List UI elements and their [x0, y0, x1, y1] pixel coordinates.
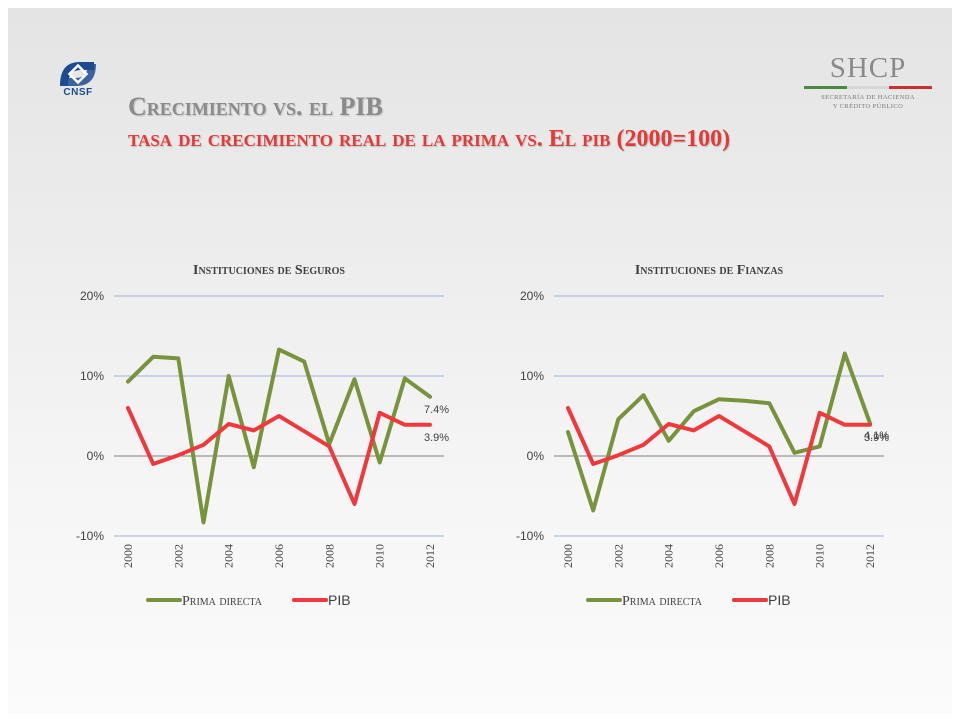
shcp-name: SHCP: [829, 52, 907, 84]
y-tick-label: 20%: [520, 289, 544, 303]
legend-label: PIB: [328, 592, 351, 608]
data-label: 3.9%: [864, 432, 889, 444]
x-tick-label: 2000: [561, 544, 575, 568]
page-title: Crecimiento vs. el PIB: [128, 92, 383, 121]
x-tick-label: 2002: [171, 544, 185, 568]
cnsf-logo-icon: [60, 62, 96, 86]
shcp-subtitle-1: SECRETARÍA DE HACIENDA: [821, 94, 915, 101]
page-subtitle: tasa de crecimiento real de la prima vs.…: [128, 126, 731, 152]
y-tick-label: 10%: [520, 369, 544, 383]
x-tick-label: 2010: [813, 544, 827, 568]
y-tick-label: -10%: [516, 529, 544, 543]
shcp-bar-green: [804, 86, 847, 89]
legend-label: PIB: [768, 592, 791, 608]
y-tick-label: 10%: [80, 369, 104, 383]
x-tick-label: 2006: [712, 544, 726, 568]
slide: CNSF SHCP SECRETARÍA DE HACIENDA Y CRÉDI…: [8, 8, 952, 714]
data-label: 7.4%: [424, 404, 449, 416]
chart-seguros-svg: Instituciones de Seguros 20% 10% 0% -10% 2000…: [76, 263, 449, 609]
x-tick-label: 2004: [222, 544, 236, 568]
series-line-pib: [126, 406, 432, 506]
shcp-bar-red: [889, 86, 933, 89]
chart-seguros: Instituciones de Seguros 20% 10% 0% -10% 2000…: [38, 248, 458, 628]
x-tick-label: 2006: [272, 544, 286, 568]
series-line-prima: [126, 347, 432, 525]
legend-label: Prima directa: [622, 594, 703, 609]
shcp-tricolor-bar: [804, 86, 933, 89]
x-tick-label: 2002: [611, 544, 625, 568]
x-tick-label: 2004: [662, 544, 676, 568]
shcp-subtitle-2: Y CRÉDITO PÚBLICO: [832, 103, 904, 110]
y-tick-label: 20%: [80, 289, 104, 303]
chart-title: Instituciones de Seguros: [193, 263, 345, 278]
y-tick-label: -10%: [76, 529, 104, 543]
series-line-pib: [566, 406, 872, 506]
shcp-logo: SHCP SECRETARÍA DE HACIENDA Y CRÉDITO PÚ…: [800, 52, 936, 111]
x-tick-label: 2000: [121, 544, 135, 568]
x-tick-label: 2008: [762, 544, 776, 568]
x-tick-label: 2012: [423, 544, 437, 568]
x-tick-label: 2010: [373, 544, 387, 568]
data-label: 4.1%: [864, 430, 889, 442]
chart-title: Instituciones de Fianzas: [635, 263, 784, 278]
legend-label: Prima directa: [182, 594, 263, 609]
cnsf-label: CNSF: [63, 87, 93, 98]
chart-fianzas: Instituciones de Fianzas 20% 10% 0% -10% 2000…: [478, 248, 898, 628]
x-tick-label: 2008: [322, 544, 336, 568]
series-line-prima: [566, 351, 872, 513]
x-tick-label: 2012: [863, 544, 877, 568]
shcp-bar-white: [846, 86, 890, 89]
y-tick-label: 0%: [87, 449, 105, 463]
chart-fianzas-svg: Instituciones de Fianzas 20% 10% 0% -10% 2000…: [516, 263, 889, 609]
data-label: 3.9%: [424, 432, 449, 444]
y-tick-label: 0%: [527, 449, 545, 463]
